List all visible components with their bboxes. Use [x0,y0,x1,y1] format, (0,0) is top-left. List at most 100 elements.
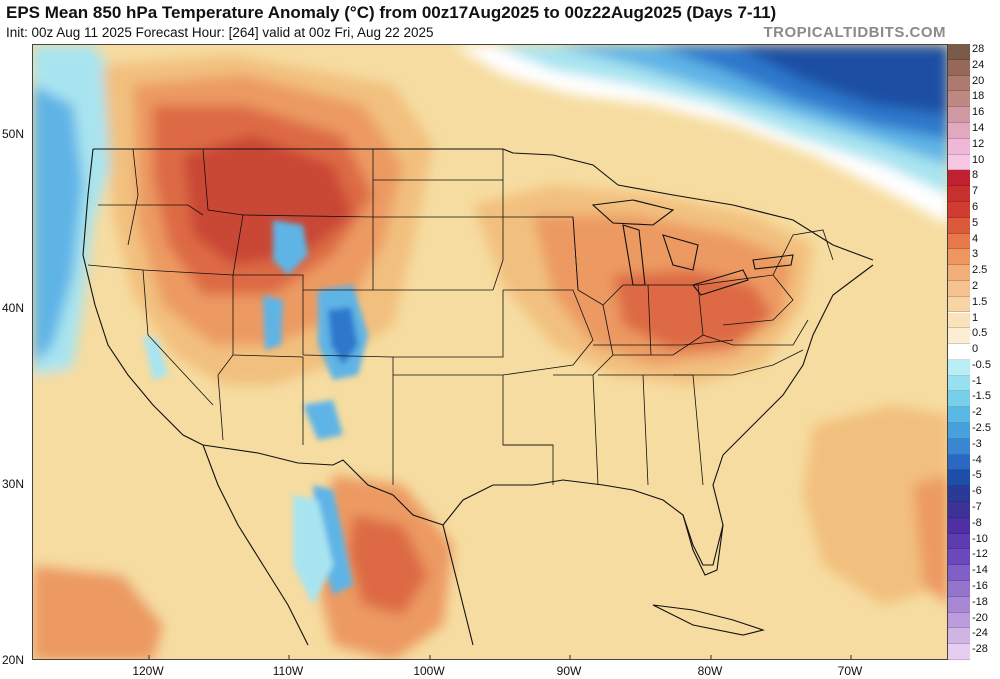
map-canvas [33,45,947,659]
legend-swatch [948,375,970,392]
lat-label-40n: 40N [2,301,25,315]
legend-swatch [948,549,970,566]
legend-entry: -7 [948,501,1000,518]
legend-label: 5 [972,216,979,229]
legend-label: -24 [972,627,988,640]
legend-entry: -5 [948,469,1000,487]
legend-entry: 10 [948,154,1000,171]
state-line-nv-id [142,269,234,276]
legend-label: 12 [972,137,985,150]
legend-swatch [948,91,970,108]
lon-label-80w: 80W [697,664,723,678]
legend-entry: -20 [948,612,1000,629]
legend-label: 1.5 [972,295,988,308]
legend-swatch [948,628,970,645]
legend-entry: 2 [948,279,1000,297]
legend-swatch [948,122,970,139]
legend-swatch [948,138,970,155]
legend-label: 24 [972,58,985,71]
legend-entry: 14 [948,121,1000,139]
legend-entry: -3 [948,437,1000,455]
lake-ontario [752,254,794,270]
legend-entry: 24 [948,58,1000,76]
legend-swatch [948,296,970,313]
legend-swatch [948,217,970,234]
cold-anomaly-pockets [143,220,368,605]
legend-label: 14 [972,121,985,134]
legend-entry: 1 [948,311,1000,329]
legend-entry: -4 [948,454,1000,471]
legend-swatch [948,391,970,408]
legend-label: 20 [972,74,985,87]
legend-swatch [948,486,970,503]
legend-label: 8 [972,169,979,182]
state-line-nc-sc [673,349,804,376]
lon-label-70w: 70W [837,664,863,678]
header: EPS Mean 850 hPa Temperature Anomaly (°C… [0,0,1000,44]
us-mexico-border [202,444,444,526]
legend-swatch [948,280,970,297]
mexico-gulf-coastline [442,524,474,646]
state-line-ne [373,217,504,291]
legend-label: -10 [972,532,988,545]
legend-label: 28 [972,43,985,55]
state-line-mo [502,289,594,376]
state-line-ca-nv [87,264,214,406]
legend-entry: 1.5 [948,295,1000,313]
canada-border-east [617,184,874,261]
pacific-coastline [82,148,204,446]
legend-swatch [948,249,970,266]
legend-label: -16 [972,580,988,593]
legend-swatch [948,454,970,471]
legend-swatch [948,201,970,218]
legend-label: -6 [972,485,982,498]
legend-swatch [948,312,970,329]
state-line-wy [242,214,374,291]
us-canada-border [93,148,619,186]
lat-label-50n: 50N [2,127,25,141]
state-line-ny [772,229,834,276]
legend-swatch [948,75,970,92]
state-line-ks [393,290,504,358]
legend-label: -2 [972,406,982,419]
legend-swatch [948,533,970,550]
state-line-ky-tn [593,339,734,346]
legend-label: -28 [972,643,988,656]
legend-swatch [948,107,970,123]
legend-entry: -18 [948,596,1000,613]
color-scale-legend: 28 24 20 18 16 14 12 10 8 7 6 5 4 3 2.5 2 1.5 1 0.5 0 -0.5 -1… [948,43,1000,660]
state-line-wi-il [572,216,624,306]
legend-label: -14 [972,564,988,577]
legend-swatch [948,470,970,487]
legend-swatch [948,344,970,360]
legend-label: 0.5 [972,327,988,340]
legend-entry: 4 [948,233,1000,250]
state-line-in [613,284,652,356]
legend-entry: -2.5 [948,422,1000,439]
lat-label-20n: 20N [2,653,25,667]
brand-watermark: TROPICALTIDBITS.COM [763,24,946,41]
anomaly-map[interactable] [32,44,948,660]
state-line-ut-co [233,274,304,355]
legend-label: 18 [972,90,985,103]
legend-label: 16 [972,106,985,119]
legend-swatch [948,612,970,629]
legend-entry: -1 [948,375,1000,392]
legend-entry: 2.5 [948,264,1000,281]
legend-label: -12 [972,548,988,561]
legend-swatch [948,233,970,250]
legend-label: -3 [972,437,982,450]
cuba-coastline [652,604,765,636]
state-line-ut-az-nm [232,354,304,445]
map-title: EPS Mean 850 hPa Temperature Anomaly (°C… [6,3,777,22]
legend-entry: 12 [948,137,1000,155]
lon-label-100w: 100W [413,664,445,678]
legend-label: 2 [972,279,979,292]
legend-label: -7 [972,501,982,514]
legend-swatch [948,644,970,660]
legend-entry: -1.5 [948,390,1000,408]
legend-swatch [948,517,970,534]
legend-label: 1 [972,311,979,324]
state-line-ar-la [503,444,554,485]
state-line-wa-id [127,148,139,246]
